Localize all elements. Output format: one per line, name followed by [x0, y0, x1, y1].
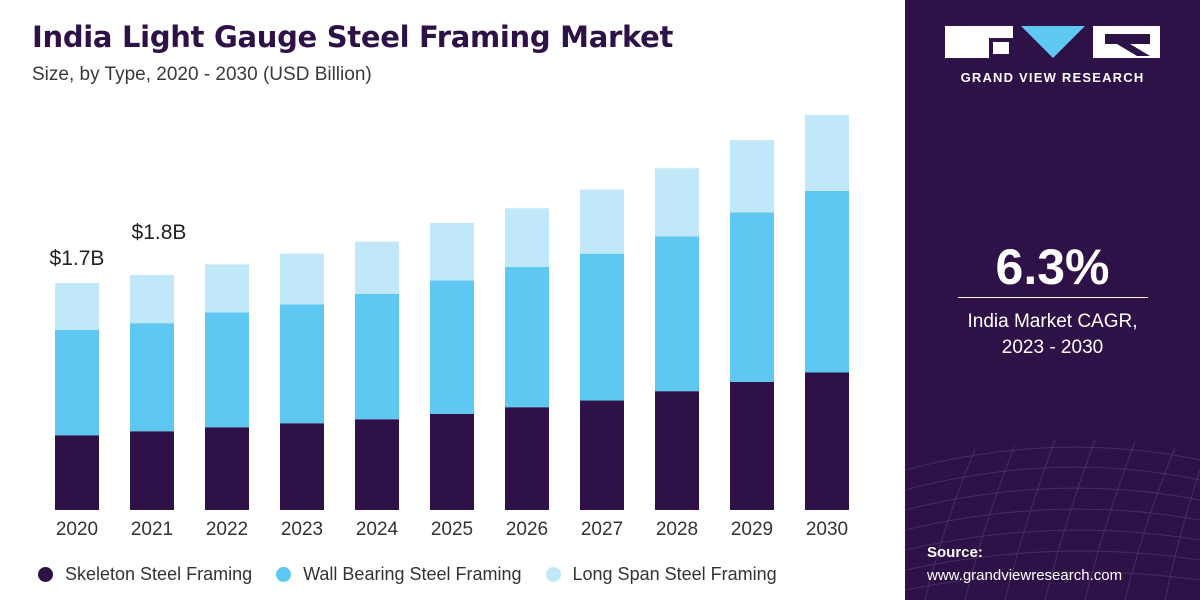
x-tick-label-2023: 2023: [281, 519, 323, 540]
bar-2029-series-2: [730, 140, 774, 213]
bar-2023-series-0: [280, 423, 324, 510]
bar-2022-series-1: [205, 312, 249, 428]
sidebar-panel: GRAND VIEW RESEARCH 6.3% India Market CA…: [905, 0, 1200, 600]
legend-item-skeleton: Skeleton Steel Framing: [38, 564, 252, 585]
chart-title: India Light Gauge Steel Framing Market: [32, 20, 674, 54]
bar-2023-series-2: [280, 253, 324, 305]
x-tick-label-2022: 2022: [206, 519, 248, 540]
x-tick-label-2029: 2029: [731, 519, 773, 540]
bar-2028-series-0: [655, 391, 699, 510]
bar-2027-series-0: [580, 400, 624, 510]
stacked-bar-chart: 2020 $1.7B 2021 $1.8B 2022 2023 2024 2025 2026 20…: [50, 114, 849, 540]
x-tick-label-2027: 2027: [581, 519, 623, 540]
cagr-label: India Market CAGR, 2023 - 2030: [905, 309, 1200, 361]
bar-2029-series-1: [730, 212, 774, 382]
bar-2030-series-2: [805, 114, 849, 191]
legend-swatch-skeleton: [38, 567, 53, 582]
x-tick-label-2028: 2028: [656, 519, 698, 540]
bar-2022-series-0: [205, 427, 249, 510]
bar-2025-series-1: [430, 280, 474, 414]
cagr-divider: [958, 297, 1148, 298]
bar-2029-series-0: [730, 381, 774, 510]
x-tick-label-2021: 2021: [131, 519, 173, 540]
bar-2030-series-0: [805, 372, 849, 510]
x-tick-label-2030: 2030: [806, 519, 848, 540]
bar-2025-series-0: [430, 413, 474, 510]
bar-2024-series-2: [355, 241, 399, 294]
bar-2021-series-2: [130, 275, 174, 324]
legend-label-skeleton: Skeleton Steel Framing: [65, 564, 253, 584]
bar-2020-series-0: [55, 435, 99, 510]
legend-item-wall-bearing: Wall Bearing Steel Framing: [276, 564, 522, 585]
legend-label-long-span: Long Span Steel Framing: [572, 564, 777, 584]
bar-2026-series-2: [505, 208, 549, 268]
bar-2028-series-2: [655, 168, 699, 237]
bar-2021-series-1: [130, 323, 174, 432]
bar-2026-series-0: [505, 407, 549, 510]
cagr-value: 6.3%: [995, 239, 1110, 295]
legend-swatch-long-span: [545, 567, 561, 582]
x-tick-label-2025: 2025: [431, 519, 473, 540]
bar-2021-series-0: [130, 431, 174, 510]
data-label-2021: $1.8B: [132, 221, 187, 244]
bar-2022-series-2: [205, 264, 249, 313]
legend-swatch-wall-bearing: [276, 567, 292, 582]
bar-2024-series-0: [355, 419, 399, 510]
bar-2024-series-1: [355, 293, 399, 420]
bar-2020-series-2: [55, 283, 99, 330]
source-url[interactable]: www.grandviewresearch.com: [927, 567, 1123, 584]
x-tick-label-2024: 2024: [356, 519, 399, 540]
bar-2020-series-1: [55, 329, 99, 436]
grand-view-research-logo: [945, 26, 1160, 58]
bar-2027-series-2: [580, 189, 624, 254]
chart-panel: India Light Gauge Steel Framing Market S…: [32, 20, 849, 585]
bar-2023-series-1: [280, 304, 324, 424]
x-tick-label-2026: 2026: [506, 519, 548, 540]
legend-item-long-span: Long Span Steel Framing: [545, 564, 777, 585]
chart-legend: Skeleton Steel Framing Wall Bearing Stee…: [38, 564, 801, 585]
bar-2030-series-1: [805, 190, 849, 373]
bar-2027-series-1: [580, 253, 624, 401]
legend-label-wall-bearing: Wall Bearing Steel Framing: [303, 564, 522, 584]
cagr-label-line2: 2023 - 2030: [1001, 337, 1104, 358]
bar-2026-series-1: [505, 267, 549, 408]
source-label: Source:: [927, 544, 983, 561]
x-tick-label-2020: 2020: [56, 519, 98, 540]
cagr-label-line1: India Market CAGR,: [967, 311, 1138, 332]
bar-2028-series-1: [655, 236, 699, 392]
wireframe-grid-background: [905, 439, 1200, 600]
data-label-2020: $1.7B: [50, 247, 105, 270]
bar-2025-series-2: [430, 222, 474, 281]
brand-name: GRAND VIEW RESEARCH: [960, 70, 1145, 85]
chart-subtitle: Size, by Type, 2020 - 2030 (USD Billion): [32, 64, 372, 85]
